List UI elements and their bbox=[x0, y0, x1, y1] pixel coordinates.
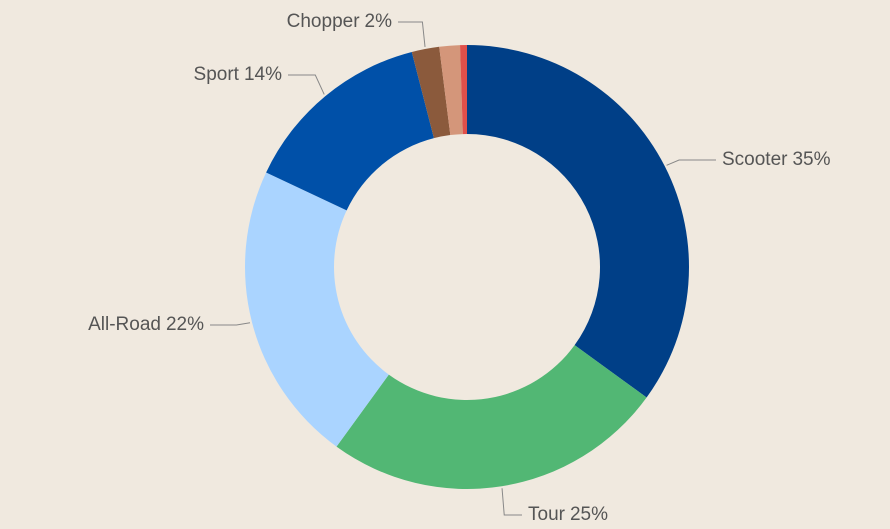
segment-name: All-Road bbox=[88, 314, 161, 335]
leader-line bbox=[210, 322, 251, 326]
donut-segment bbox=[467, 45, 689, 398]
segment-label: Tour 25% bbox=[528, 504, 608, 525]
segment-value: 25% bbox=[570, 504, 608, 525]
leader-line bbox=[666, 159, 716, 166]
donut-segment bbox=[439, 45, 463, 136]
segment-label: Scooter 35% bbox=[722, 149, 831, 170]
segment-value: 35% bbox=[792, 149, 830, 170]
segment-value: 14% bbox=[244, 64, 282, 85]
leader-line bbox=[398, 21, 426, 48]
segment-name: Tour bbox=[528, 504, 566, 525]
donut-segment bbox=[336, 345, 647, 489]
donut-segment bbox=[266, 51, 434, 211]
donut-segment bbox=[244, 172, 389, 447]
segment-value: 22% bbox=[166, 314, 204, 335]
segment-value: 2% bbox=[365, 11, 393, 32]
segment-name: Chopper bbox=[287, 11, 361, 32]
leader-line bbox=[501, 488, 522, 516]
segment-name: Scooter bbox=[722, 149, 788, 170]
leader-line bbox=[288, 74, 325, 95]
segment-label: Sport 14% bbox=[194, 64, 283, 85]
segment-label: All-Road 22% bbox=[88, 314, 204, 335]
donut-segment bbox=[460, 45, 467, 135]
segment-name: Sport bbox=[194, 64, 240, 85]
segment-label: Chopper 2% bbox=[287, 11, 392, 32]
donut-segment bbox=[411, 46, 451, 139]
